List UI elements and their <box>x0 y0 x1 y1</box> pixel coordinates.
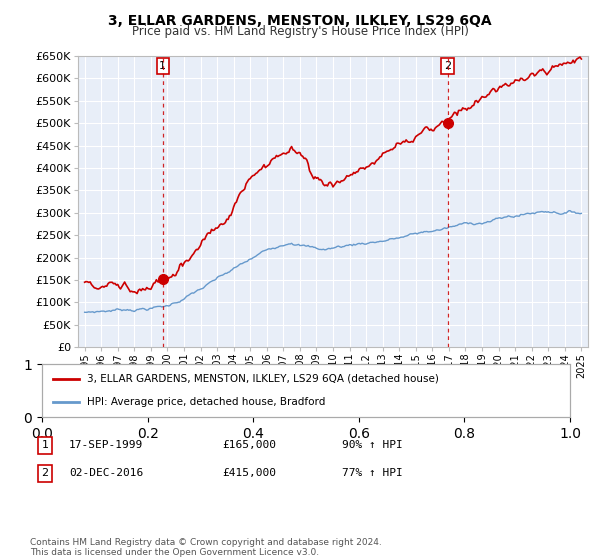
Text: 3, ELLAR GARDENS, MENSTON, ILKLEY, LS29 6QA: 3, ELLAR GARDENS, MENSTON, ILKLEY, LS29 … <box>108 14 492 28</box>
Text: £415,000: £415,000 <box>222 468 276 478</box>
Text: 2: 2 <box>41 468 49 478</box>
Text: 3, ELLAR GARDENS, MENSTON, ILKLEY, LS29 6QA (detached house): 3, ELLAR GARDENS, MENSTON, ILKLEY, LS29 … <box>87 374 439 384</box>
Text: Contains HM Land Registry data © Crown copyright and database right 2024.
This d: Contains HM Land Registry data © Crown c… <box>30 538 382 557</box>
Text: 1: 1 <box>41 440 49 450</box>
Text: HPI: Average price, detached house, Bradford: HPI: Average price, detached house, Brad… <box>87 397 325 407</box>
Text: 2: 2 <box>444 61 451 71</box>
Text: £165,000: £165,000 <box>222 440 276 450</box>
Text: 1: 1 <box>159 61 166 71</box>
Text: 02-DEC-2016: 02-DEC-2016 <box>69 468 143 478</box>
Text: 77% ↑ HPI: 77% ↑ HPI <box>342 468 403 478</box>
Text: 17-SEP-1999: 17-SEP-1999 <box>69 440 143 450</box>
Text: Price paid vs. HM Land Registry's House Price Index (HPI): Price paid vs. HM Land Registry's House … <box>131 25 469 38</box>
Text: 90% ↑ HPI: 90% ↑ HPI <box>342 440 403 450</box>
